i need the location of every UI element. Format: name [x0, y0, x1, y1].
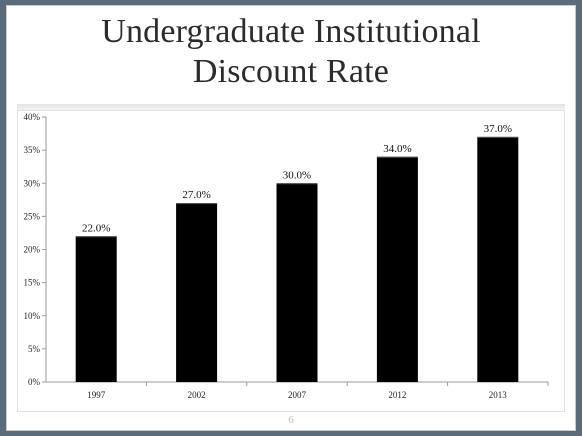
chart-frame [17, 110, 565, 412]
y-tick-label: 20% [24, 245, 41, 255]
title-divider [17, 104, 565, 110]
y-tick-label: 10% [24, 311, 41, 321]
y-tick-label: 5% [28, 344, 41, 354]
data-label: 34.0% [383, 143, 411, 155]
y-tick-label: 30% [24, 178, 41, 188]
y-tick-label: 0% [28, 377, 41, 387]
x-tick-label: 2013 [489, 390, 508, 400]
x-tick-label: 2002 [188, 390, 206, 400]
bar[interactable] [376, 156, 418, 382]
data-label: 30.0% [283, 169, 311, 181]
slide-title-line-1: Undergraduate Institutional [101, 13, 481, 50]
data-label: 27.0% [182, 189, 210, 201]
y-tick-label: 25% [24, 211, 41, 221]
x-tick-label: 2012 [388, 390, 406, 400]
page-number: 6 [288, 414, 294, 426]
y-tick-label: 15% [24, 278, 41, 288]
x-tick-label: 1997 [87, 390, 106, 400]
bar[interactable] [477, 136, 519, 382]
y-tick-label: 35% [24, 145, 41, 155]
bar[interactable] [176, 203, 218, 382]
y-tick-label: 40% [24, 112, 41, 122]
data-label: 22.0% [82, 222, 110, 234]
bar[interactable] [75, 236, 117, 382]
data-label: 37.0% [484, 123, 512, 135]
x-tick-label: 2007 [288, 390, 307, 400]
slide-title: Undergraduate Institutional Discount Rat… [7, 12, 575, 92]
slide-title-line-2: Discount Rate [192, 53, 390, 90]
bar[interactable] [276, 183, 318, 382]
